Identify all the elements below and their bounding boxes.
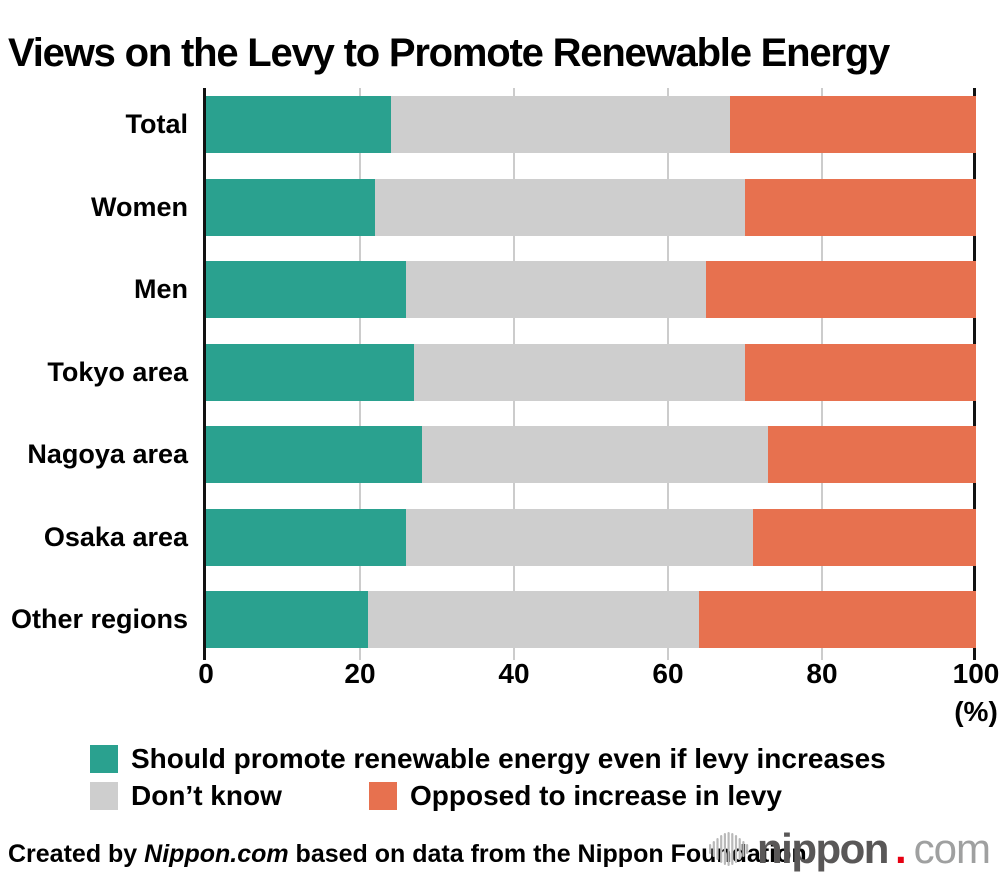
bar-segment xyxy=(729,96,976,153)
bar-segment xyxy=(375,178,745,236)
soundwave-icon xyxy=(709,832,749,866)
credit-source: Nippon.com xyxy=(144,840,289,868)
legend-label-opposed: Opposed to increase in levy xyxy=(410,780,782,811)
chart-title: Views on the Levy to Promote Renewable E… xyxy=(8,30,890,75)
x-tick-100: 100 xyxy=(952,658,1000,689)
bar-segment xyxy=(206,426,422,483)
bar-segment xyxy=(367,591,699,648)
x-axis-tick-labels: 0 20 40 60 80 100 xyxy=(198,658,999,694)
category-label-total: Total xyxy=(125,109,189,139)
bar-segment xyxy=(413,343,745,401)
logo-name-text: nippon xyxy=(757,825,889,872)
x-tick-60: 60 xyxy=(652,658,684,689)
category-label-tokyo-area: Tokyo area xyxy=(47,356,188,387)
bar-segment xyxy=(406,508,753,566)
category-axis-labels: Total Women Men Tokyo area Nagoya area Osaka … xyxy=(0,88,188,650)
nippon-com-logo: nippon. com xyxy=(708,825,991,872)
legend-swatch-opposed-icon xyxy=(369,782,397,810)
bar-row-nagoya-area xyxy=(206,426,976,483)
x-tick-0: 0 xyxy=(198,658,214,689)
bar-segment xyxy=(421,426,769,483)
legend-swatch-promote-icon xyxy=(90,745,118,773)
logo-dot: . xyxy=(894,825,907,872)
legend-label-promote: Should promote renewable energy even if … xyxy=(131,743,886,774)
category-label-osaka-area: Osaka area xyxy=(43,521,188,552)
legend-item-promote: Should promote renewable energy even if … xyxy=(90,743,886,775)
category-label-other-regions: Other regions xyxy=(10,604,188,634)
bar-segment xyxy=(206,96,391,153)
x-tick-80: 80 xyxy=(806,658,838,689)
bar-segment xyxy=(206,343,414,401)
credit-prefix: Created by xyxy=(8,840,145,868)
bar-row-osaka-area xyxy=(206,508,976,566)
bar-segment xyxy=(206,178,376,236)
axis-line-0 xyxy=(203,88,206,660)
bar-row-men xyxy=(206,261,976,318)
x-tick-20: 20 xyxy=(344,658,376,689)
bar-segment xyxy=(744,178,976,236)
bar-row-total xyxy=(206,96,976,153)
legend-label-dont-know: Don’t know xyxy=(131,780,282,811)
bar-segment xyxy=(206,261,407,318)
category-label-nagoya-area: Nagoya area xyxy=(27,439,188,469)
bar-segment xyxy=(706,261,976,318)
bar-segment xyxy=(406,261,707,318)
bar-segment xyxy=(206,508,407,566)
bar-segment xyxy=(744,343,976,401)
category-label-women: Women xyxy=(90,191,188,222)
bar-segment xyxy=(390,96,730,153)
bar-segment xyxy=(768,426,976,483)
bar-segment xyxy=(206,591,368,648)
x-axis-unit-label: (%) xyxy=(954,696,998,727)
legend-item-dont-know: Don’t know xyxy=(90,780,282,812)
legend-item-opposed: Opposed to increase in levy xyxy=(369,780,782,812)
bar-row-tokyo-area xyxy=(206,343,976,401)
legend-swatch-dont-know-icon xyxy=(90,782,118,810)
logo-tld-text: com xyxy=(913,825,991,872)
bar-segment xyxy=(752,508,976,566)
credit-line: Created by Nippon.com based on data from… xyxy=(8,840,814,869)
bar-row-women xyxy=(206,178,976,236)
category-label-men: Men xyxy=(134,274,188,304)
bar-segment xyxy=(698,591,976,648)
bar-row-other-regions xyxy=(206,591,976,648)
plot-area xyxy=(203,88,976,660)
credit-suffix: based on data from the Nippon Foundation… xyxy=(288,840,814,868)
x-tick-40: 40 xyxy=(498,658,530,689)
